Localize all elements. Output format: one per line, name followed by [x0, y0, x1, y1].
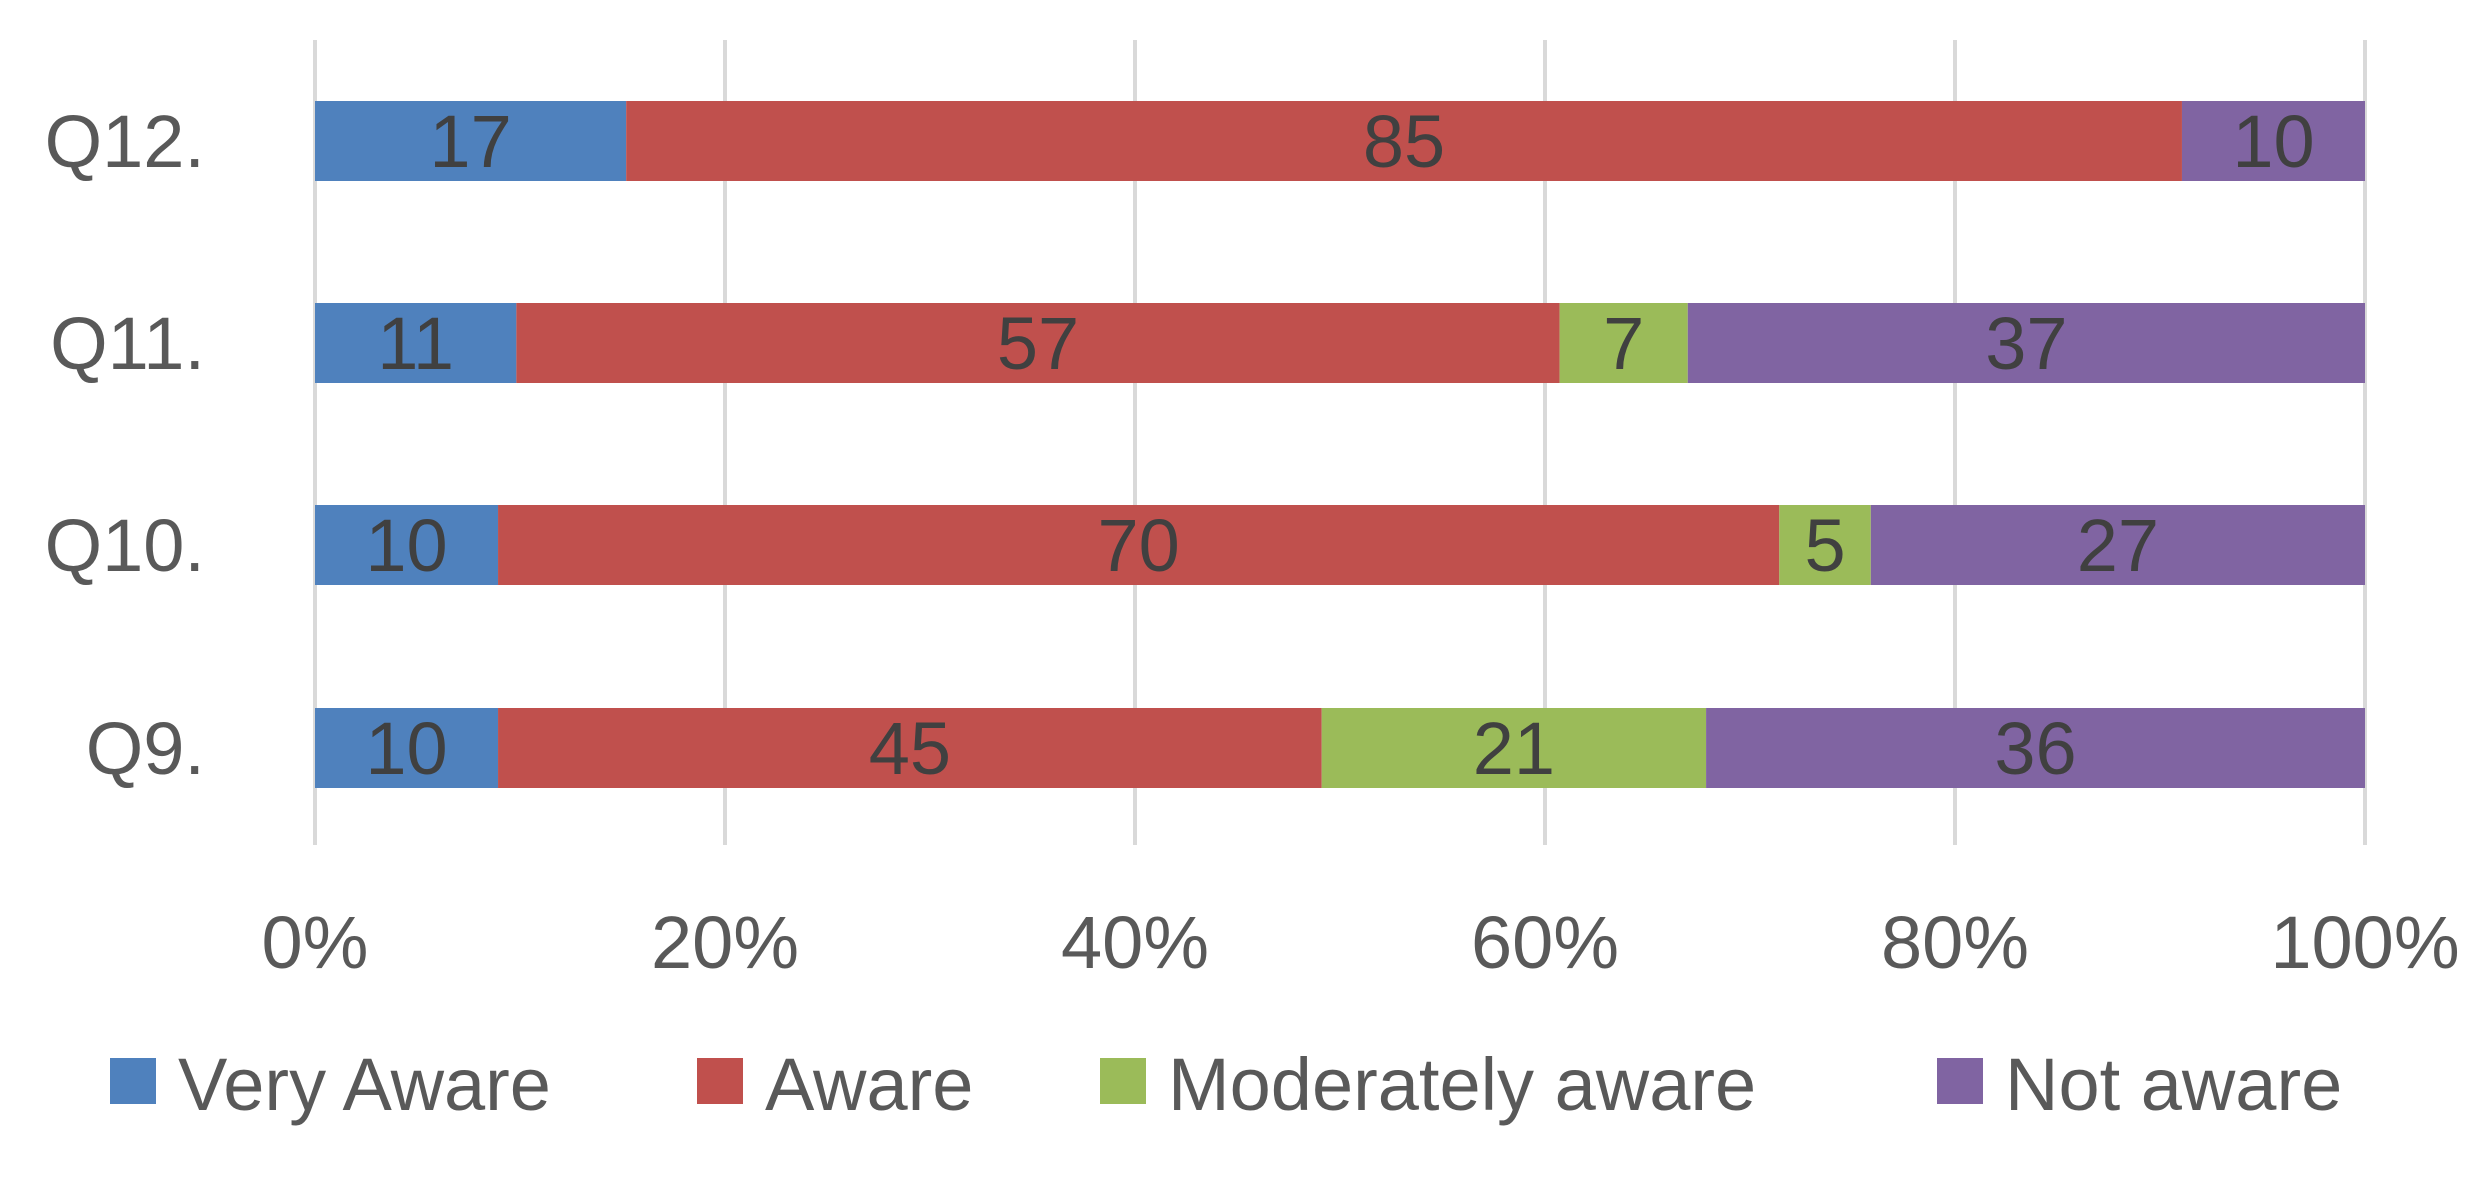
x-tick-label: 20%	[651, 901, 799, 984]
category-label: Q12.	[45, 100, 205, 183]
category-label: Q9.	[86, 707, 205, 790]
bar-segment-aware	[498, 708, 1322, 788]
data-label: 85	[1363, 100, 1445, 183]
data-label: 10	[365, 707, 447, 790]
data-label: 7	[1603, 302, 1644, 385]
bar-segment-aware	[498, 505, 1780, 585]
data-label: 10	[2232, 100, 2314, 183]
x-tick-label: 60%	[1471, 901, 1619, 984]
data-label: 17	[429, 100, 511, 183]
legend-swatch-not-aware	[1937, 1058, 1983, 1104]
x-tick-label: 80%	[1881, 901, 2029, 984]
x-tick-label: 40%	[1061, 901, 1209, 984]
bar-segment-not-aware	[1870, 505, 2365, 585]
x-tick-label: 0%	[262, 901, 369, 984]
data-label: 57	[997, 302, 1079, 385]
x-axis-tick-labels: 0% 20% 40% 60% 80% 100%	[262, 901, 2460, 984]
legend-label: Aware	[765, 1043, 973, 1126]
data-label: 11	[377, 302, 454, 385]
bar-segment-moderately-aware	[1779, 505, 1871, 585]
bar-segment-moderately-aware	[1559, 303, 1688, 383]
bar-segment-very-aware	[315, 303, 517, 383]
bars: 17 85 10 11 57 7 37 10 70 5 27 10 45 21 36	[315, 100, 2365, 790]
bar-segment-very-aware	[315, 505, 499, 585]
data-label: 45	[869, 707, 951, 790]
legend-label: Moderately aware	[1168, 1043, 1756, 1126]
data-label: 5	[1804, 504, 1845, 587]
category-label: Q10.	[45, 504, 205, 587]
category-label: Q11.	[50, 302, 205, 385]
bar-segment-very-aware	[315, 101, 627, 181]
data-label: 21	[1473, 707, 1555, 790]
category-labels: Q12. Q11. Q10. Q9.	[45, 100, 205, 790]
legend-swatch-moderately-aware	[1100, 1058, 1146, 1104]
legend-swatch-aware	[697, 1058, 743, 1104]
bar-segment-not-aware	[2181, 101, 2365, 181]
bar-segment-very-aware	[315, 708, 499, 788]
x-tick-label: 100%	[2270, 901, 2459, 984]
bar-segment-aware	[626, 101, 2182, 181]
bar-segment-aware	[516, 303, 1560, 383]
bar-segment-moderately-aware	[1321, 708, 1707, 788]
legend: Very Aware Aware Moderately aware Not aware	[110, 1043, 2342, 1126]
data-label: 37	[1985, 302, 2067, 385]
bar-segment-not-aware	[1706, 708, 2365, 788]
legend-swatch-very-aware	[110, 1058, 156, 1104]
data-label: 70	[1098, 504, 1180, 587]
legend-label: Not aware	[2005, 1043, 2342, 1126]
data-label: 27	[2077, 504, 2159, 587]
data-label: 36	[1994, 707, 2076, 790]
legend-label: Very Aware	[178, 1043, 551, 1126]
data-label: 10	[365, 504, 447, 587]
bar-segment-not-aware	[1687, 303, 2365, 383]
